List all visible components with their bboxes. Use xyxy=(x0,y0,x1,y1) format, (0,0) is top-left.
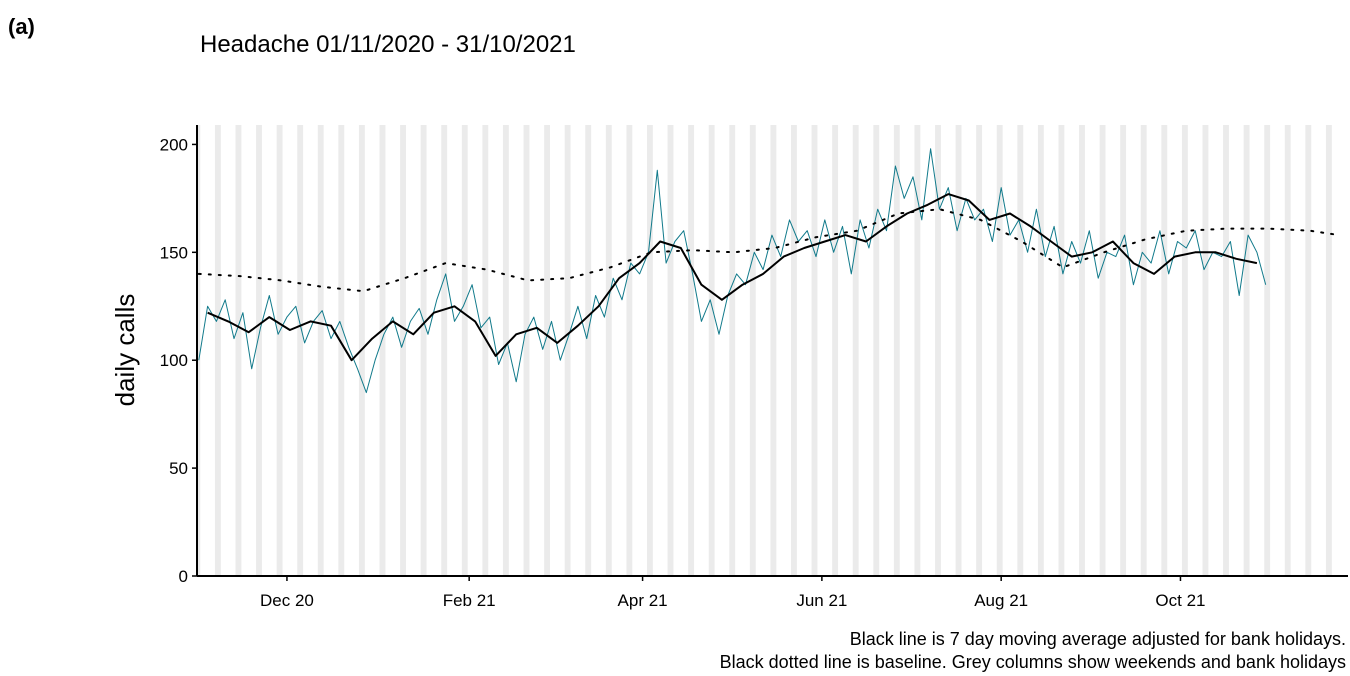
weekend-column xyxy=(441,125,448,576)
weekend-column xyxy=(502,125,509,576)
weekend-column xyxy=(1284,125,1291,576)
panel-label: (a) xyxy=(8,14,35,39)
weekend-column xyxy=(235,125,242,576)
weekend-column xyxy=(1017,125,1024,576)
weekend-column xyxy=(1181,125,1188,576)
weekend-column xyxy=(1264,125,1271,576)
y-tick-label: 50 xyxy=(169,459,188,478)
series-line xyxy=(198,148,1267,394)
weekend-column xyxy=(1037,125,1044,576)
weekend-column xyxy=(935,125,941,576)
x-tick-label: Aug 21 xyxy=(974,591,1028,610)
x-tick-label: Dec 20 xyxy=(260,591,314,610)
weekend-column xyxy=(770,125,777,576)
x-tick-label: Feb 21 xyxy=(443,591,496,610)
weekend-column xyxy=(338,125,345,576)
y-tick-label: 0 xyxy=(179,567,188,586)
y-axis-label: daily calls xyxy=(110,294,140,407)
y-tick-label: 150 xyxy=(160,243,188,262)
weekend-column xyxy=(996,125,1003,576)
weekend-column xyxy=(1325,125,1332,576)
note: Black line is 7 day moving average adjus… xyxy=(850,629,1346,649)
weekend-column xyxy=(400,125,406,576)
weekend-column xyxy=(256,125,262,576)
weekend-column xyxy=(811,125,818,576)
weekend-column xyxy=(1202,125,1209,576)
weekend-column xyxy=(1058,125,1065,576)
weekend-column xyxy=(1140,125,1147,576)
weekend-column xyxy=(852,125,859,576)
weekend-column xyxy=(544,125,551,576)
weekend-column xyxy=(461,125,468,576)
weekend-column xyxy=(1223,125,1229,576)
x-tick-label: Oct 21 xyxy=(1155,591,1205,610)
weekend-column xyxy=(1120,125,1127,576)
weekend-column xyxy=(276,125,283,576)
weekend-column xyxy=(564,125,571,576)
weekend-column xyxy=(482,125,489,576)
weekend-column xyxy=(893,125,900,576)
weekend-column xyxy=(1161,125,1168,576)
weekend-column xyxy=(832,125,839,576)
note: Black dotted line is baseline. Grey colu… xyxy=(720,652,1346,672)
chart-title: Headache 01/11/2020 - 31/10/2021 xyxy=(200,31,576,58)
weekend-column xyxy=(1079,125,1085,576)
weekend-column xyxy=(605,125,612,576)
y-tick-label: 200 xyxy=(160,135,188,154)
weekend-column xyxy=(749,125,756,576)
weekend-column xyxy=(1099,125,1106,576)
weekend-column xyxy=(214,125,221,576)
weekend-column xyxy=(317,125,324,576)
weekend-column xyxy=(585,125,592,576)
weekend-column xyxy=(197,125,201,576)
weekend-column xyxy=(626,125,633,576)
weekend-column xyxy=(688,125,695,576)
weekend-column xyxy=(379,125,386,576)
weekend-column xyxy=(297,125,304,576)
weekend-column xyxy=(667,125,674,576)
weekend-column xyxy=(420,125,427,576)
weekend-column xyxy=(976,125,983,576)
baseline-line xyxy=(197,208,1341,293)
x-tick-label: Apr 21 xyxy=(618,591,668,610)
weekend-column xyxy=(955,125,962,576)
weekend-column xyxy=(1243,125,1250,576)
y-tick-label: 100 xyxy=(160,351,188,370)
weekend-column xyxy=(873,125,880,576)
weekend-column xyxy=(708,125,715,576)
weekend-column xyxy=(791,125,797,576)
weekend-column xyxy=(914,125,921,576)
weekend-column xyxy=(729,125,736,576)
series-line xyxy=(207,193,1258,362)
weekend-column xyxy=(646,125,653,576)
weekend-column xyxy=(1305,125,1312,576)
weekend-column xyxy=(523,125,530,576)
x-tick-label: Jun 21 xyxy=(796,591,847,610)
